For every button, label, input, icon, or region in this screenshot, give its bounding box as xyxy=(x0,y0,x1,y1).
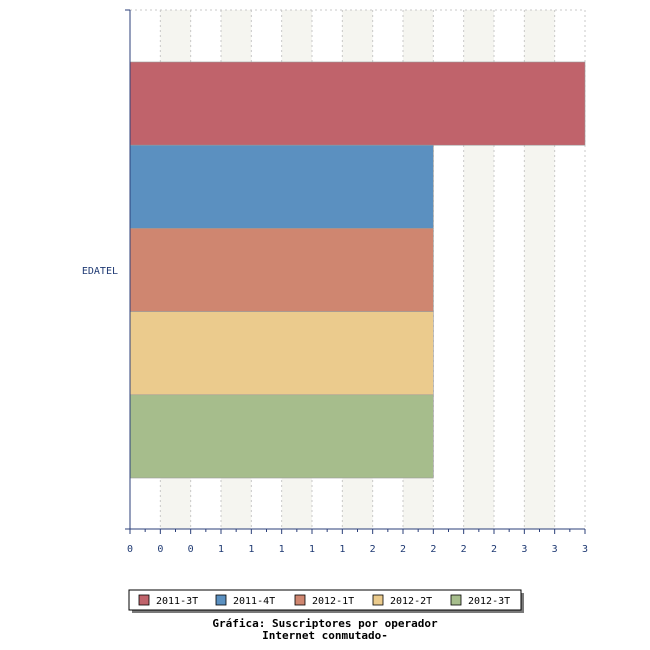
axes: 0 0 0 1 1 1 1 1 2 2 2 2 2 3 3 3 EDATEL xyxy=(82,9,588,555)
x-tick-label: 1 xyxy=(218,544,224,555)
bar-2011-3T xyxy=(129,61,586,146)
legend-swatch-2012-2T xyxy=(372,594,384,606)
chart-caption: Gráfica: Suscriptores por operador Inter… xyxy=(0,618,650,642)
x-tick-label: 0 xyxy=(157,544,163,555)
x-tick-label: 1 xyxy=(279,544,285,555)
legend-label-2011-4T: 2011-4T xyxy=(233,596,275,607)
legend-label-2012-1T: 2012-1T xyxy=(312,596,354,607)
legend-label-2011-3T: 2011-3T xyxy=(156,596,198,607)
legend-swatch-2012-1T xyxy=(294,594,306,606)
x-tick-label: 1 xyxy=(339,544,345,555)
bar-2012-1T xyxy=(129,228,434,312)
legend: 2011-3T 2011-4T 2012-1T 2012-2T 2012-3T xyxy=(128,589,524,613)
bars xyxy=(129,61,586,479)
x-tick-label: 2 xyxy=(491,544,497,555)
x-tick-label: 3 xyxy=(552,544,558,555)
chart-caption-line-1: Gráfica: Suscriptores por operador xyxy=(212,617,438,630)
x-tick-label: 1 xyxy=(309,544,315,555)
legend-swatch-2011-3T xyxy=(138,594,150,606)
x-tick-label: 2 xyxy=(400,544,406,555)
x-tick-label: 2 xyxy=(461,544,467,555)
x-tick-label: 1 xyxy=(248,544,254,555)
x-tick-label: 2 xyxy=(430,544,436,555)
legend-swatch-2012-3T xyxy=(450,594,462,606)
bar-2011-4T xyxy=(129,144,434,229)
bar-2012-2T xyxy=(129,311,434,396)
legend-label-2012-2T: 2012-2T xyxy=(390,596,432,607)
category-label: EDATEL xyxy=(82,266,118,277)
legend-label-2012-3T: 2012-3T xyxy=(468,596,510,607)
legend-box xyxy=(128,589,522,611)
x-tick-label: 3 xyxy=(521,544,527,555)
x-tick-label: 0 xyxy=(127,544,133,555)
legend-swatch-2011-4T xyxy=(215,594,227,606)
bar-2012-3T xyxy=(129,394,434,479)
x-tick-label: 0 xyxy=(188,544,194,555)
x-tick-label: 2 xyxy=(370,544,376,555)
chart-caption-line-2: Internet conmutado- xyxy=(262,629,388,642)
x-tick-label: 3 xyxy=(582,544,588,555)
